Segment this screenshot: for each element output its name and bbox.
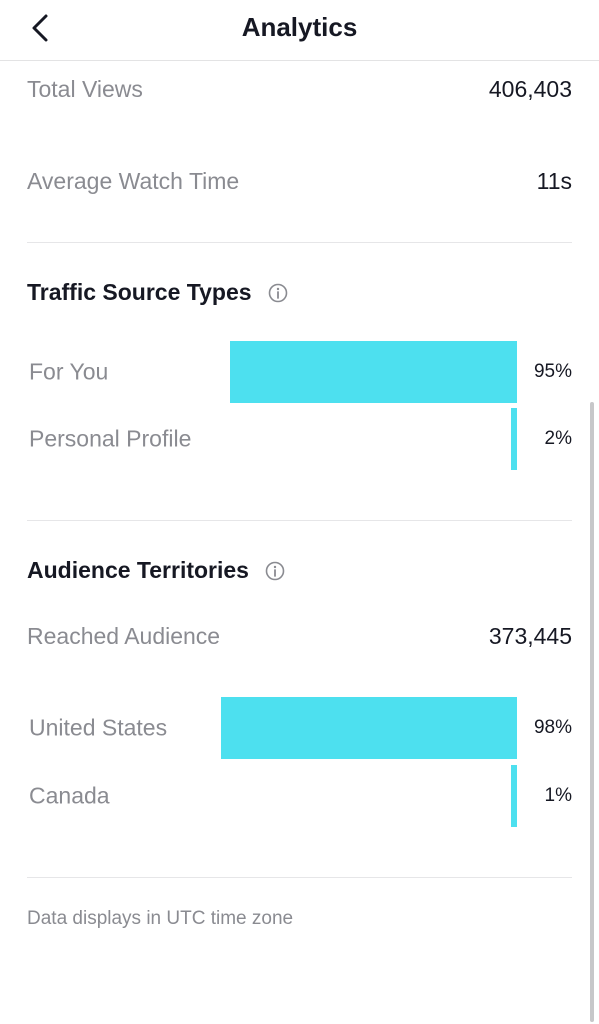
timezone-footnote: Data displays in UTC time zone <box>27 908 294 929</box>
traffic-bar-row-personal-profile: Personal Profile 2% <box>27 408 572 470</box>
scrollbar[interactable] <box>590 402 594 1022</box>
bar-fill <box>221 697 517 759</box>
bar-percent: 95% <box>533 361 572 382</box>
info-icon[interactable] <box>265 561 285 581</box>
traffic-bar-row-for-you: For You 95% <box>27 341 572 403</box>
reached-audience-row: Reached Audience 373,445 <box>27 619 572 653</box>
bar-fill <box>511 408 517 470</box>
divider <box>27 242 572 243</box>
stat-row-average-watch-time: Average Watch Time 11s <box>27 164 572 198</box>
section-title-text: Traffic Source Types <box>27 279 252 305</box>
traffic-section-title: Traffic Source Types <box>27 279 288 306</box>
header-bar: Analytics <box>0 0 599 61</box>
info-icon[interactable] <box>268 283 288 303</box>
bar-fill <box>230 341 517 403</box>
bar-label: Personal Profile <box>29 425 192 452</box>
chevron-left-icon <box>32 14 48 42</box>
back-button[interactable] <box>22 10 58 46</box>
stat-value: 11s <box>536 167 572 194</box>
stat-label: Average Watch Time <box>27 167 240 194</box>
reached-audience-value: 373,445 <box>488 622 572 649</box>
stat-value: 406,403 <box>488 75 572 102</box>
bar-percent: 98% <box>533 717 572 738</box>
bar-percent: 2% <box>544 428 572 449</box>
section-title-text: Audience Territories <box>27 557 249 583</box>
page-title: Analytics <box>241 12 358 42</box>
bar-percent: 1% <box>544 785 572 806</box>
audience-bar-row-united-states: United States 98% <box>27 697 572 759</box>
divider <box>27 520 572 521</box>
stat-row-total-views: Total Views 406,403 <box>27 72 572 106</box>
bar-label: United States <box>29 714 168 741</box>
stat-label: Total Views <box>27 75 143 102</box>
reached-audience-label: Reached Audience <box>27 622 221 649</box>
bar-fill <box>511 765 517 827</box>
bar-label: Canada <box>29 782 110 809</box>
audience-bar-row-canada: Canada 1% <box>27 765 572 827</box>
audience-section-title: Audience Territories <box>27 557 285 584</box>
divider <box>27 877 572 878</box>
bar-label: For You <box>29 358 109 385</box>
